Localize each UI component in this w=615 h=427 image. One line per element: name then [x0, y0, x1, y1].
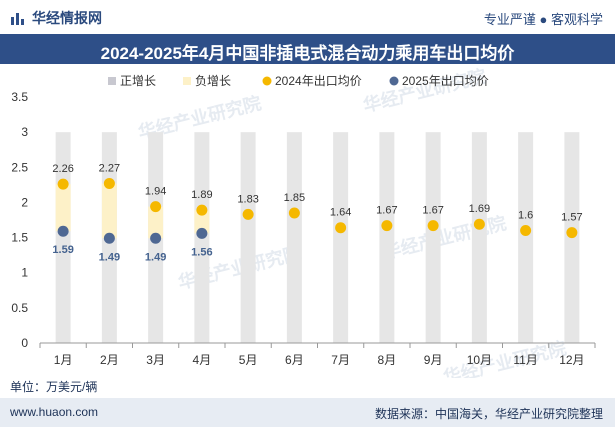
data-label-2024: 1.83	[237, 193, 258, 205]
background-bar	[425, 132, 441, 343]
data-label-2025: 1.49	[99, 251, 120, 263]
legend-swatch	[108, 77, 116, 85]
legend-swatch	[389, 76, 399, 86]
data-label-2024: 1.6	[518, 210, 533, 222]
y-tick-label: 3	[21, 125, 28, 139]
x-axis: 1月 2月 3月 4月 5月 6月 7月 8月 9月 10月 11月 12月	[39, 342, 596, 367]
y-tick-label: 2	[21, 195, 28, 209]
footer: www.huaon.com 数据来源：中国海关，华经产业研究院整理	[0, 398, 615, 427]
data-label-2024: 2.26	[52, 163, 73, 175]
x-tick-label: 3月	[146, 353, 165, 367]
point-2024	[427, 220, 439, 232]
point-2024	[381, 220, 393, 232]
x-tick-label: 6月	[285, 353, 304, 367]
point-2025	[150, 232, 162, 244]
bands	[55, 132, 580, 343]
x-tick-label: 8月	[378, 353, 397, 367]
watermark-text: 华经产业研究院	[381, 212, 508, 263]
watermark-text: 华经产业研究院	[361, 65, 488, 116]
legend-item-2: 负增长	[183, 74, 231, 88]
y-tick-label: 1.5	[11, 231, 28, 245]
x-tick-label: 9月	[424, 353, 443, 367]
chart-title: 2024-2025年4月中国非插电式混合动力乘用车出口均价	[100, 44, 515, 63]
background-bar	[286, 132, 302, 343]
negative-growth-band	[194, 210, 210, 234]
legend-label: 2025年出口均价	[402, 74, 489, 88]
data-label-2025: 1.59	[52, 244, 73, 256]
point-2024	[335, 222, 347, 234]
data-label-2024: 1.85	[284, 192, 305, 204]
bar-chart-logo-icon	[11, 13, 24, 25]
point-2024	[150, 201, 162, 213]
point-2025	[57, 225, 69, 237]
data-source: 数据来源：中国海关，华经产业研究院整理	[374, 407, 603, 421]
data-label-2024: 1.89	[191, 189, 212, 201]
point-2024	[520, 225, 532, 237]
y-axis: 0 0.5 1 1.5 2 2.5 3 3.5	[11, 90, 28, 350]
point-2024	[566, 227, 578, 239]
title-bar: 2024-2025年4月中国非插电式混合动力乘用车出口均价	[0, 34, 615, 64]
x-tick-label: 5月	[239, 353, 258, 367]
background-bar	[471, 132, 487, 343]
negative-growth-band	[148, 206, 164, 239]
legend-item-3: 2024年出口均价	[262, 74, 362, 88]
point-2024	[57, 178, 69, 190]
legend: 正增长 负增长 2024年出口均价 2025年出口均价	[108, 74, 489, 88]
legend-item-1: 正增长	[108, 74, 156, 88]
data-label-2024: 1.64	[330, 207, 351, 219]
unit-label: 单位：万美元/辆	[10, 380, 98, 394]
background-bar	[333, 132, 349, 343]
legend-label: 正增长	[120, 74, 156, 88]
point-2025	[196, 227, 208, 239]
y-tick-label: 1	[21, 266, 28, 280]
legend-label: 负增长	[195, 74, 231, 88]
chart-area: 华经产业研究院华经产业研究院华经产业研究院华经产业研究院华经产业研究院 正增长负…	[11, 65, 596, 378]
background-bar	[518, 132, 534, 343]
x-tick-label: 4月	[193, 353, 212, 367]
data-label-2024: 1.94	[145, 186, 166, 198]
point-2025	[103, 232, 115, 244]
y-tick-label: 0.5	[11, 301, 28, 315]
website-link[interactable]: www.huaon.com	[10, 405, 99, 419]
top-bar: 华经情报网 专业严谨 ● 客观科学	[0, 0, 615, 34]
legend-item-4: 2025年出口均价	[389, 74, 489, 88]
legend-swatch	[183, 77, 191, 85]
point-2024	[288, 207, 300, 219]
data-label-2024: 1.67	[376, 205, 397, 217]
legend-label: 2024年出口均价	[275, 74, 362, 88]
point-2024	[196, 204, 208, 216]
data-label-2024: 2.27	[99, 162, 120, 174]
data-label-2024: 1.67	[422, 205, 443, 217]
data-label-2024: 1.69	[469, 203, 490, 215]
data-label-2025: 1.49	[145, 251, 166, 263]
brand[interactable]: 华经情报网	[10, 8, 102, 28]
x-tick-label: 11月	[513, 353, 537, 367]
background-bar	[379, 132, 395, 343]
data-labels: 2.26 2.27 1.94 1.89 1.83 1.85 1.64 1.67 1.67 1.69…	[52, 162, 582, 263]
brand-name: 华经情报网	[32, 10, 102, 26]
x-tick-label: 1月	[54, 353, 73, 367]
y-tick-label: 0	[21, 336, 28, 350]
tagline: 专业严谨 ● 客观科学	[483, 12, 603, 27]
x-tick-label: 2月	[100, 353, 119, 367]
point-2024	[103, 177, 115, 189]
data-label-2025: 1.56	[191, 246, 212, 258]
data-points	[57, 177, 578, 244]
background-bar	[240, 132, 256, 343]
y-tick-label: 2.5	[11, 160, 28, 174]
negative-growth-band	[55, 184, 71, 232]
point-2024	[473, 218, 485, 230]
x-tick-label: 7月	[331, 353, 350, 367]
negative-growth-band	[101, 183, 117, 239]
data-label-2024: 1.57	[561, 212, 582, 224]
point-2024	[242, 208, 254, 220]
y-tick-label: 3.5	[11, 90, 28, 104]
x-tick-label: 10月	[467, 353, 492, 367]
legend-swatch	[262, 76, 272, 86]
x-tick-label: 12月	[559, 353, 584, 367]
